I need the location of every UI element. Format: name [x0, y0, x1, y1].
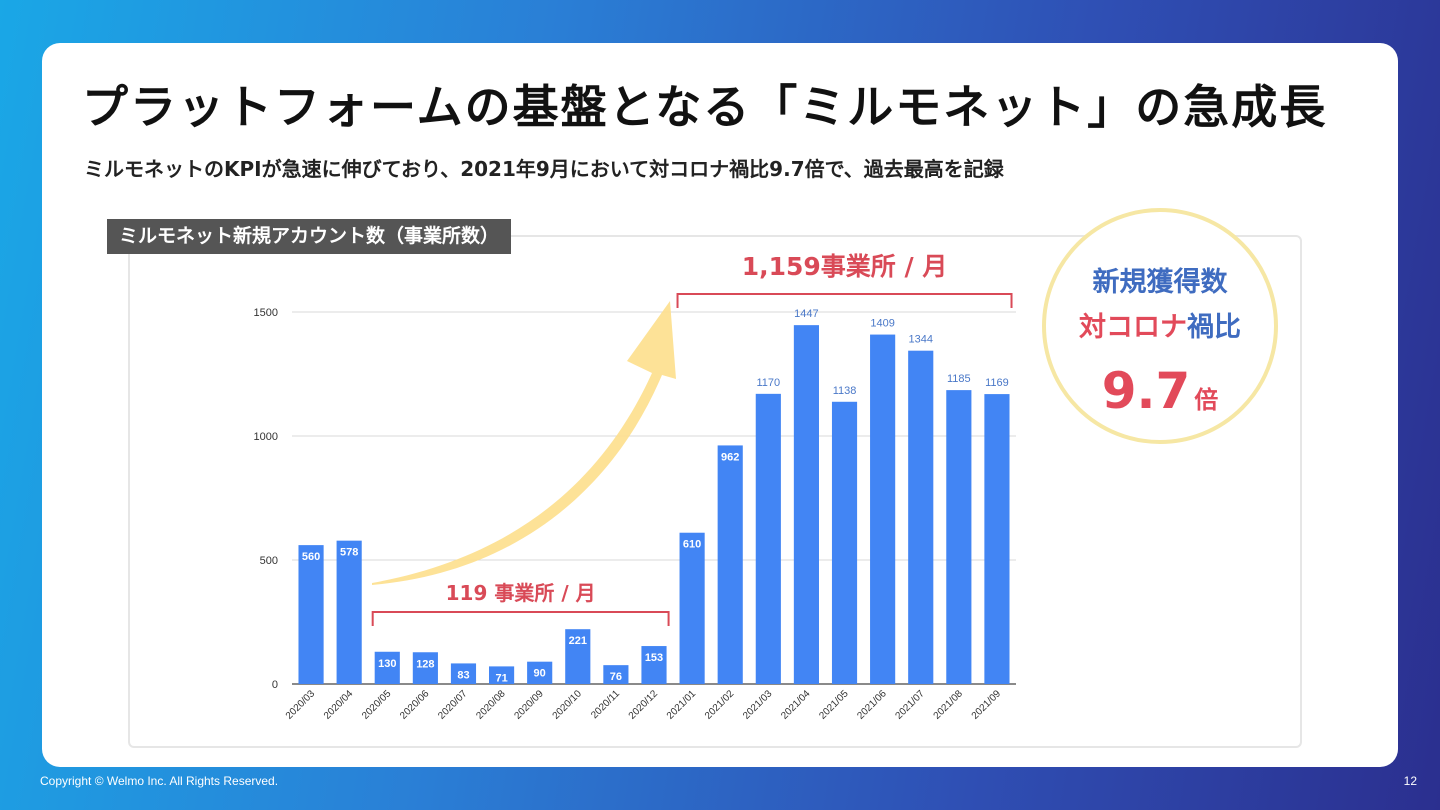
- bar: [336, 540, 362, 684]
- bar: [450, 663, 477, 684]
- bar: [946, 390, 972, 684]
- bar: [527, 661, 553, 684]
- bar: [374, 651, 400, 684]
- x-tick-label: 2020/05: [360, 688, 394, 722]
- y-tick-label: 1500: [254, 307, 278, 319]
- bar: [679, 532, 705, 684]
- badge-value-wrap: 9.7 倍: [1046, 362, 1274, 420]
- x-tick-label: 2020/09: [512, 688, 546, 722]
- y-tick-label: 0: [272, 679, 278, 691]
- bar-value-label: 71: [495, 672, 507, 684]
- bar: [412, 652, 438, 684]
- chart-frame: [128, 235, 1302, 748]
- x-tick-label: 2021/04: [779, 688, 813, 722]
- x-tick-label: 2021/05: [817, 688, 851, 722]
- y-tick-label: 500: [260, 555, 278, 567]
- bar: [298, 545, 324, 684]
- slide-title: プラットフォームの基盤となる「ミルモネット」の急成長: [82, 80, 1328, 134]
- x-tick-label: 2020/07: [436, 688, 470, 722]
- badge-unit: 倍: [1194, 386, 1219, 414]
- low-period-label: 119 事業所 / 月: [446, 581, 596, 605]
- x-tick-label: 2021/08: [932, 688, 966, 722]
- x-tick-label: 2020/11: [589, 688, 622, 721]
- high-period-label: 1,159事業所 / 月: [742, 252, 948, 281]
- bar-value-label: 1138: [833, 385, 857, 397]
- badge-line1: 新規獲得数: [1092, 267, 1228, 298]
- bar-value-label: 221: [569, 635, 587, 647]
- bar-value-label: 962: [721, 451, 739, 463]
- growth-badge: 新規獲得数 対コロナ禍比 9.7 倍: [1042, 208, 1278, 444]
- badge-line2: 対コロナ禍比: [1046, 305, 1274, 344]
- chart-title-tag: ミルモネット新規アカウント数（事業所数）: [107, 219, 512, 254]
- x-tick-label: 2021/06: [855, 688, 889, 722]
- bar: [565, 629, 591, 684]
- x-tick-label: 2020/03: [284, 688, 318, 722]
- x-tick-label: 2021/09: [970, 688, 1004, 722]
- low-period-bracket: [371, 611, 670, 626]
- bar: [755, 393, 781, 684]
- bar: [870, 334, 896, 684]
- bar-value-label: 1447: [794, 308, 818, 320]
- bar: [984, 394, 1010, 684]
- bar-value-label: 1185: [947, 373, 971, 385]
- x-tick-label: 2021/03: [741, 688, 775, 722]
- bar-value-label: 83: [457, 669, 469, 681]
- bar: [908, 350, 934, 684]
- bar-value-label: 578: [340, 547, 358, 559]
- growth-arrow: [372, 301, 676, 585]
- bar-value-label: 76: [610, 671, 622, 683]
- bar-value-label: 130: [378, 658, 396, 670]
- x-tick-label: 2021/01: [665, 688, 699, 722]
- bar-value-label: 560: [302, 551, 320, 563]
- bar-value-label: 610: [683, 539, 701, 551]
- bar-value-label: 1170: [756, 377, 780, 389]
- x-tick-label: 2020/08: [474, 688, 508, 722]
- bar: [489, 666, 515, 684]
- x-tick-label: 2021/02: [703, 688, 737, 722]
- bar: [793, 325, 819, 684]
- bar: [641, 646, 667, 684]
- bar-value-label: 128: [416, 658, 434, 670]
- page-number: 12: [1403, 774, 1417, 788]
- y-tick-label: 1000: [254, 431, 278, 443]
- slide-subtitle: ミルモネットのKPIが急速に伸びており、2021年9月において対コロナ禍比9.7…: [84, 157, 1004, 181]
- badge-line2-a: 対コロナ: [1079, 312, 1187, 343]
- bar-value-label: 90: [534, 668, 546, 680]
- copyright: Copyright © Welmo Inc. All Rights Reserv…: [40, 774, 279, 788]
- bar-chart: 0 500 1000 1500 560 2020/03 578 2020/04 130 2020/…: [254, 252, 1016, 722]
- high-period-bracket: [676, 293, 1013, 308]
- bar: [603, 665, 629, 684]
- badge-line2-b: 禍比: [1187, 312, 1241, 343]
- x-tick-label: 2020/10: [551, 688, 585, 722]
- bar: [831, 401, 858, 684]
- bar-value-label: 1169: [985, 377, 1009, 389]
- badge-value: 9.7: [1101, 362, 1191, 420]
- x-tick-label: 2021/07: [894, 688, 928, 722]
- bar-value-label: 153: [645, 652, 663, 664]
- x-tick-label: 2020/06: [398, 688, 432, 722]
- bar: [717, 445, 743, 684]
- x-tick-label: 2020/04: [322, 688, 356, 722]
- bar-value-label: 1409: [870, 318, 894, 330]
- x-tick-label: 2020/12: [627, 688, 661, 722]
- bar-value-label: 1344: [908, 334, 932, 346]
- slide-card: プラットフォームの基盤となる「ミルモネット」の急成長 ミルモネットのKPIが急速…: [42, 43, 1398, 767]
